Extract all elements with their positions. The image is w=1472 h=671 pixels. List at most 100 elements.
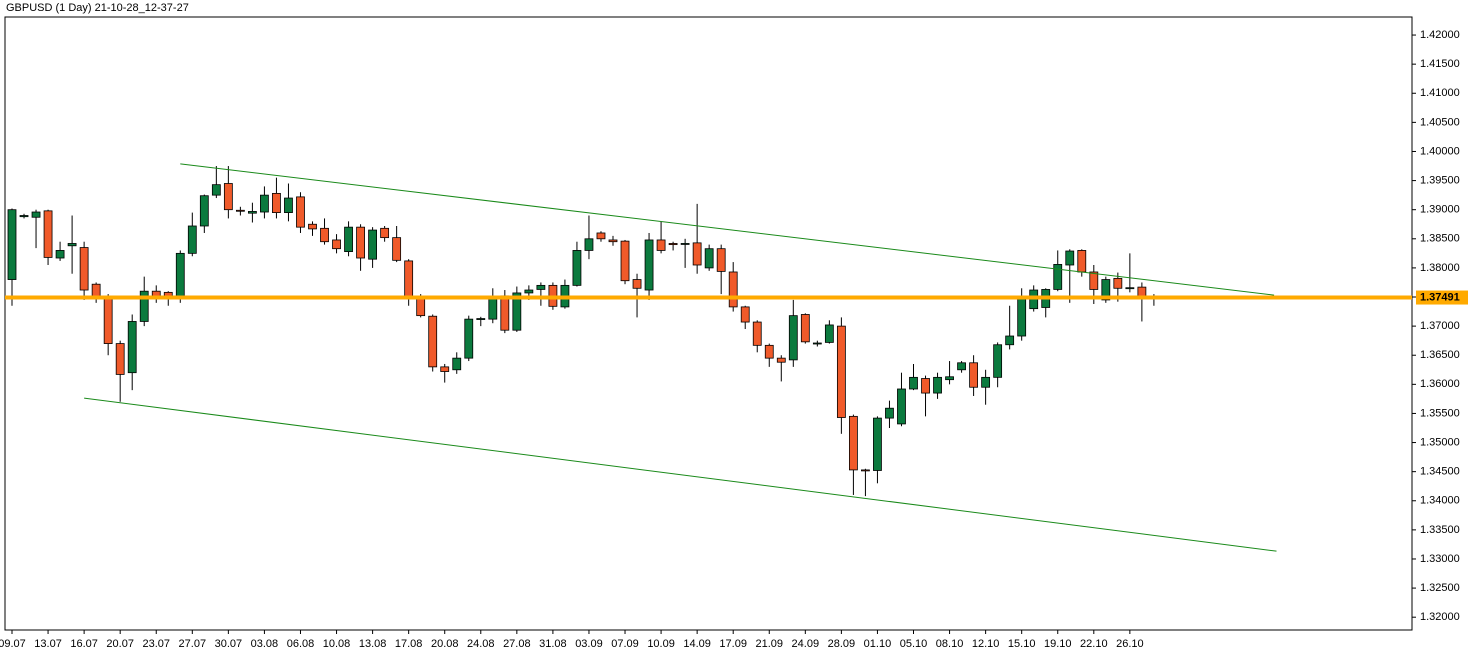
x-tick-label: 10.08 — [323, 638, 351, 650]
x-tick-label: 17.08 — [395, 638, 423, 650]
candle-body — [812, 342, 822, 345]
candle-body — [464, 318, 474, 359]
candle-body — [981, 376, 991, 388]
trendline — [180, 163, 1275, 296]
candle-body — [524, 289, 534, 294]
candle-body — [31, 211, 41, 218]
candle-body — [79, 247, 89, 291]
candle-body — [716, 248, 726, 272]
candle-body — [536, 284, 546, 290]
candle-body — [235, 209, 245, 212]
candle-body — [500, 295, 510, 331]
candle-body — [127, 321, 137, 374]
candle-body — [284, 197, 293, 214]
x-tick-label: 19.10 — [1044, 638, 1072, 650]
candle-body — [380, 227, 390, 239]
price-tag-label: 1.37491 — [1420, 291, 1460, 303]
price-tag — [1416, 290, 1468, 305]
x-tick-label: 24.09 — [792, 638, 820, 650]
candle-body — [764, 344, 774, 359]
candle-body — [440, 366, 450, 372]
x-tick-label: 30.07 — [215, 638, 243, 650]
candle-body — [308, 223, 317, 230]
plot-frame — [4, 16, 1413, 631]
candle-body — [897, 388, 906, 425]
x-tick-label: 09.07 — [0, 638, 26, 650]
candle-body — [488, 298, 498, 320]
candle-body — [1017, 297, 1027, 337]
candle-body — [223, 183, 233, 211]
x-tick-label: 14.09 — [683, 638, 711, 650]
candle-body — [103, 296, 113, 344]
x-tick-label: 13.07 — [34, 638, 62, 650]
candle-body — [115, 343, 125, 375]
candle-body — [55, 250, 65, 259]
candle-body — [849, 415, 858, 471]
candle-body — [1077, 250, 1087, 273]
candle-body — [692, 242, 702, 266]
candle-body — [909, 376, 918, 390]
x-tick-label: 08.10 — [936, 638, 964, 650]
candle-body — [620, 240, 630, 282]
y-tick-label: 1.39500 — [1420, 174, 1460, 186]
candle-body — [861, 469, 870, 472]
candle-body — [644, 239, 654, 291]
y-tick-label: 1.38500 — [1420, 233, 1460, 245]
candle-body — [187, 225, 197, 254]
x-tick-label: 01.10 — [864, 638, 892, 650]
candle-body — [704, 248, 714, 269]
y-tick-label: 1.41000 — [1420, 87, 1460, 99]
x-tick-label: 07.09 — [611, 638, 639, 650]
candle-body — [680, 243, 690, 245]
x-tick-label: 17.09 — [719, 638, 747, 650]
candle-body — [1089, 271, 1099, 290]
candle-body — [957, 362, 966, 371]
candle-body — [175, 252, 185, 299]
candle-body — [320, 227, 329, 243]
candle-body — [19, 215, 29, 218]
candle-body — [43, 210, 53, 258]
candle-body — [260, 194, 269, 213]
candle-body — [873, 417, 882, 471]
y-tick-label: 1.41500 — [1420, 58, 1460, 70]
candle-body — [933, 376, 942, 394]
candle-body — [824, 324, 834, 343]
y-tick-label: 1.42000 — [1420, 29, 1460, 41]
y-tick-label: 1.40000 — [1420, 145, 1460, 157]
candle-body — [1005, 335, 1015, 346]
candle-body — [247, 211, 257, 214]
y-tick-label: 1.32000 — [1420, 611, 1460, 623]
y-tick-label: 1.34500 — [1420, 466, 1460, 478]
y-tick-label: 1.35500 — [1420, 407, 1460, 419]
candle-body — [993, 344, 1003, 378]
x-tick-label: 15.10 — [1008, 638, 1036, 650]
candle-body — [296, 196, 305, 228]
candle-body — [368, 229, 378, 260]
candle-body — [404, 260, 414, 299]
candle-body — [476, 318, 486, 320]
candle-body — [596, 232, 606, 240]
chart-title: GBPUSD (1 Day) 21-10-28_12-37-27 — [6, 2, 189, 14]
trendline — [84, 397, 1277, 552]
candle-body — [139, 290, 149, 322]
candle-body — [211, 184, 221, 196]
candle-body — [428, 315, 438, 368]
y-tick-label: 1.37000 — [1420, 320, 1460, 332]
candle-body — [632, 279, 642, 289]
candle-body — [1053, 264, 1063, 290]
y-tick-label: 1.33500 — [1420, 524, 1460, 536]
y-tick-label: 1.34000 — [1420, 495, 1460, 507]
y-tick-label: 1.36500 — [1420, 349, 1460, 361]
y-tick-label: 1.38000 — [1420, 262, 1460, 274]
candle-body — [752, 321, 762, 346]
x-tick-label: 28.09 — [828, 638, 856, 650]
candle-body — [452, 357, 462, 371]
x-tick-label: 16.07 — [70, 638, 98, 650]
y-tick-label: 1.33000 — [1420, 553, 1460, 565]
candle-body — [584, 238, 594, 251]
candle-body — [1065, 250, 1075, 266]
candle-body — [1125, 287, 1135, 290]
y-tick-label: 1.39000 — [1420, 204, 1460, 216]
candle-body — [969, 362, 978, 388]
